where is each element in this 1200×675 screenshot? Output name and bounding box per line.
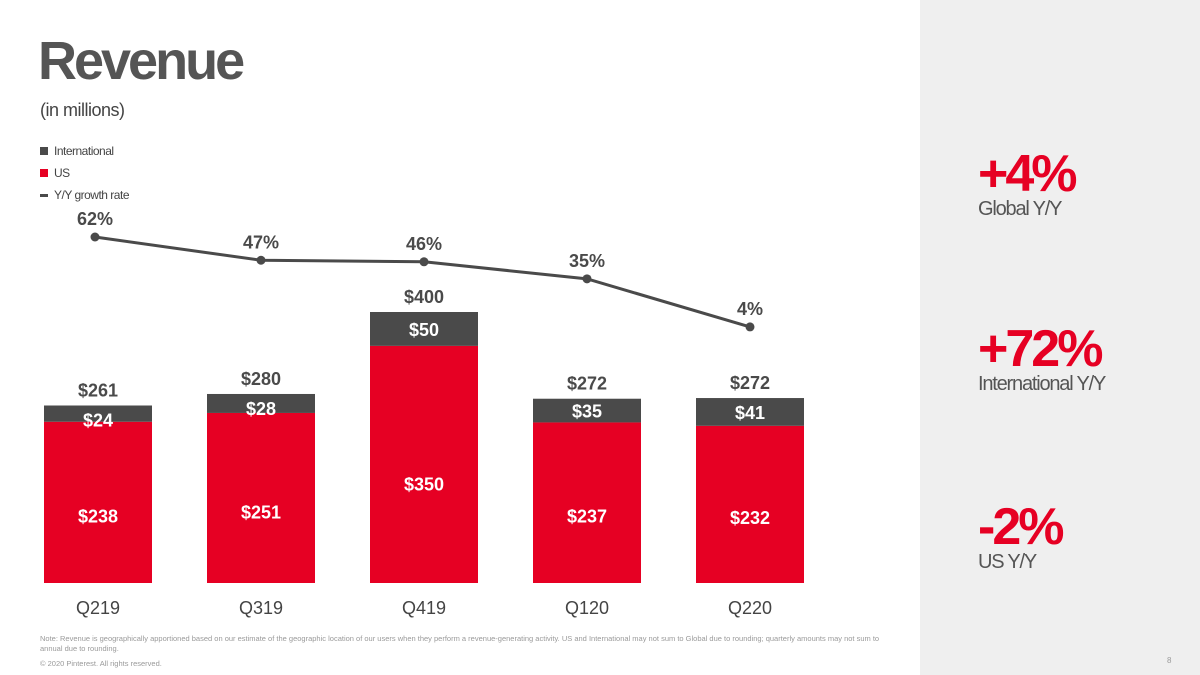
legend-label-international: International [54, 144, 114, 158]
legend-swatch-us [40, 169, 48, 177]
growth-label-Q120: 35% [569, 251, 605, 271]
copyright: © 2020 Pinterest. All rights reserved. [40, 659, 162, 668]
bar-international-Q319 [207, 393, 315, 413]
bar-international-Q120 [533, 398, 641, 423]
x-tick-Q120: Q120 [565, 598, 609, 618]
revenue-chart: $238 $24 $261 Q219 $251 $28 $280 Q319 $350 $50 $40… [44, 209, 804, 618]
legend-item-us: US [40, 162, 129, 184]
footnote: Note: Revenue is geographically apportio… [40, 634, 880, 653]
slide-title: Revenue [38, 31, 245, 91]
label-international-Q319: $28 [246, 399, 276, 419]
label-international-Q220: $41 [735, 403, 765, 423]
growth-point-Q219 [90, 232, 100, 242]
x-tick-Q419: Q419 [402, 598, 446, 618]
bar-us-Q220 [696, 425, 804, 583]
bar-us-Q120 [533, 422, 641, 583]
label-total-Q219: $261 [78, 380, 118, 400]
label-total-Q319: $280 [241, 369, 281, 389]
stat-us-value: -2% [978, 498, 1065, 556]
label-total-Q220: $272 [730, 373, 770, 393]
label-us-Q120: $237 [567, 507, 607, 527]
legend-item-growth-rate: Y/Y growth rate [40, 184, 130, 206]
stat-international: +72% International Y/Y [978, 320, 1106, 395]
bar-us-Q319 [207, 412, 315, 583]
stat-international-value: +72% [978, 320, 1103, 378]
x-tick-Q220: Q220 [728, 598, 772, 618]
stat-international-label: International Y/Y [978, 373, 1106, 395]
label-international-Q419: $50 [409, 320, 439, 340]
stats-panel: +4% Global Y/Y +72% International Y/Y -2… [920, 0, 1200, 675]
bar-us-Q419 [370, 345, 478, 583]
growth-point-Q419 [419, 257, 429, 267]
label-us-Q319: $251 [241, 503, 281, 523]
label-us-Q419: $350 [404, 474, 444, 494]
stat-us-label: US Y/Y [978, 551, 1037, 573]
label-us-Q219: $238 [78, 506, 118, 526]
stat-global-label: Global Y/Y [978, 198, 1062, 220]
bar-us-Q219 [44, 421, 152, 583]
stat-global-value: +4% [978, 145, 1078, 203]
chart-legend: International US Y/Y growth rate [40, 140, 130, 206]
growth-point-Q120 [582, 274, 592, 284]
growth-point-Q220 [745, 322, 755, 332]
growth-point-Q319 [256, 255, 266, 265]
legend-item-international: International [40, 140, 129, 162]
stat-global: +4% Global Y/Y [978, 145, 1078, 220]
stat-us: -2% US Y/Y [978, 498, 1065, 573]
growth-label-Q220: 4% [737, 299, 763, 319]
x-tick-Q319: Q319 [239, 598, 283, 618]
legend-swatch-growth-rate [40, 193, 48, 197]
label-total-Q419: $400 [404, 287, 444, 307]
legend-label-us: US [54, 166, 70, 180]
x-tick-Q219: Q219 [76, 598, 120, 618]
page-number: 8 [1167, 656, 1172, 665]
legend-label-growth-rate: Y/Y growth rate [54, 188, 130, 202]
bar-international-Q219 [44, 405, 152, 422]
label-international-Q120: $35 [572, 402, 602, 422]
growth-label-Q319: 47% [243, 232, 279, 252]
bar-international-Q220 [696, 398, 804, 426]
slide-subtitle: (in millions) [40, 100, 125, 120]
growth-label-Q219: 62% [77, 209, 113, 229]
label-total-Q120: $272 [567, 374, 607, 394]
label-international-Q219: $24 [83, 410, 113, 430]
label-us-Q220: $232 [730, 508, 770, 528]
bar-international-Q419 [370, 312, 478, 346]
growth-label-Q419: 46% [406, 234, 442, 254]
legend-swatch-international [40, 147, 48, 155]
